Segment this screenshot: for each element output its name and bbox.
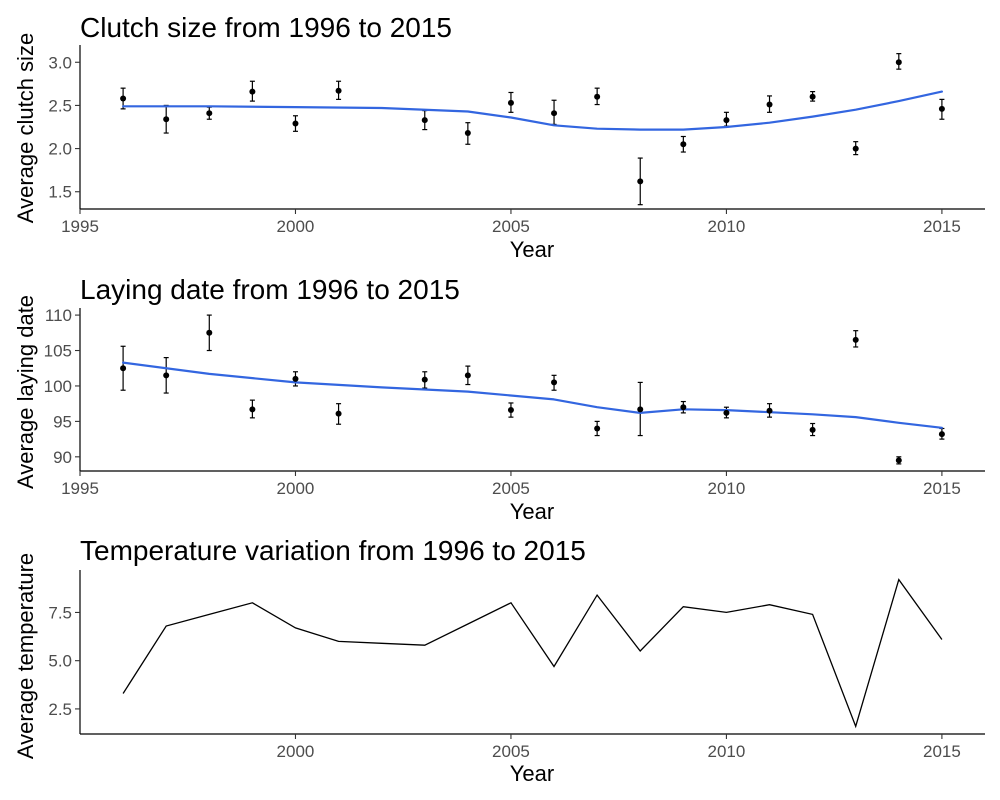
laying-x-label: Year <box>510 499 554 524</box>
clutch-data-point <box>938 105 945 112</box>
laying-data-point <box>163 372 170 379</box>
clutch-data-point <box>249 88 256 95</box>
laying-title: Laying date from 1996 to 2015 <box>80 274 460 305</box>
clutch-smooth-line <box>122 90 943 131</box>
laying-x-tick-label: 2005 <box>492 479 530 498</box>
laying-y-tick-label: 105 <box>44 342 72 361</box>
clutch-y-label: Average clutch size <box>13 33 38 223</box>
clutch-x-tick-label: 2000 <box>277 217 315 236</box>
laying-y-tick-label: 110 <box>45 306 72 325</box>
laying-data-point <box>292 375 299 382</box>
laying-data-point <box>464 372 471 379</box>
clutch-data-point <box>723 117 730 124</box>
clutch-title: Clutch size from 1996 to 2015 <box>80 12 452 43</box>
temperature-x-tick-label: 2000 <box>277 742 315 761</box>
laying-data-point <box>249 406 256 413</box>
clutch-data-point <box>895 59 902 66</box>
laying-y-tick-label: 95 <box>53 412 72 431</box>
clutch-x-tick-label: 2005 <box>492 217 530 236</box>
laying-data-point <box>895 457 902 464</box>
laying-data-point <box>120 365 127 372</box>
clutch-data-point <box>766 101 773 108</box>
clutch-data-point <box>809 93 816 100</box>
clutch-data-point <box>507 99 514 106</box>
clutch-y-tick-label: 2.5 <box>48 96 72 115</box>
temperature-y-label: Average temperature <box>13 553 38 759</box>
laying-data-point <box>507 407 514 414</box>
clutch-data-point <box>852 145 859 152</box>
clutch-data-point <box>120 95 127 102</box>
clutch-x-tick-label: 2010 <box>708 217 746 236</box>
temperature-y-tick-label: 7.5 <box>48 603 72 622</box>
clutch-data-point <box>594 93 601 100</box>
temperature-x-tick-label: 2005 <box>492 742 530 761</box>
laying-y-label: Average laying date <box>13 295 38 489</box>
laying-data-point <box>206 329 213 336</box>
laying-data-point <box>421 376 428 383</box>
clutch-data-point <box>163 116 170 123</box>
temperature-series-line <box>122 578 943 729</box>
temperature-y-tick-label: 2.5 <box>48 700 72 719</box>
clutch-data-point <box>421 117 428 124</box>
clutch-y-tick-label: 3.0 <box>48 53 72 72</box>
laying-data-point <box>852 336 859 343</box>
laying-data-point <box>680 404 687 411</box>
laying-y-tick-label: 100 <box>44 377 72 396</box>
clutch-panel: 1995 2000 2005 2010 2015 1.5 2.0 2.5 3.0 <box>48 45 985 236</box>
temperature-panel: 2000 2005 2010 2015 2.5 5.0 7.5 <box>48 570 985 761</box>
laying-data-point <box>723 409 730 416</box>
temperature-title: Temperature variation from 1996 to 2015 <box>80 535 586 566</box>
laying-x-tick-label: 1995 <box>61 479 99 498</box>
laying-data-point <box>938 431 945 438</box>
laying-data-point <box>637 406 644 413</box>
clutch-data-point <box>335 87 342 94</box>
laying-data-point <box>809 426 816 433</box>
temperature-x-label: Year <box>510 761 554 786</box>
clutch-data-point <box>292 120 299 127</box>
laying-data-point <box>594 425 601 432</box>
laying-data-point <box>766 407 773 414</box>
clutch-x-tick-label: 2015 <box>923 217 961 236</box>
laying-y-tick-label: 90 <box>53 448 72 467</box>
laying-x-tick-label: 2000 <box>277 479 315 498</box>
laying-x-tick-label: 2010 <box>708 479 746 498</box>
laying-smooth-line <box>122 361 943 429</box>
clutch-data-point <box>206 110 213 117</box>
temperature-x-tick-label: 2015 <box>923 742 961 761</box>
clutch-data-point <box>464 130 471 137</box>
clutch-x-tick-label: 1995 <box>61 217 99 236</box>
laying-data-point <box>335 410 342 417</box>
clutch-y-tick-label: 2.0 <box>48 140 72 159</box>
laying-panel: 1995 2000 2005 2010 2015 90 95 100 105 110 <box>44 306 985 498</box>
laying-data-point <box>551 379 558 386</box>
laying-x-tick-label: 2015 <box>923 479 961 498</box>
clutch-data-point <box>680 141 687 148</box>
clutch-data-point <box>637 178 644 185</box>
temperature-y-tick-label: 5.0 <box>48 652 72 671</box>
clutch-data-point <box>551 110 558 117</box>
clutch-x-label: Year <box>510 237 554 262</box>
temperature-x-tick-label: 2010 <box>708 742 746 761</box>
clutch-y-tick-label: 1.5 <box>48 183 72 202</box>
